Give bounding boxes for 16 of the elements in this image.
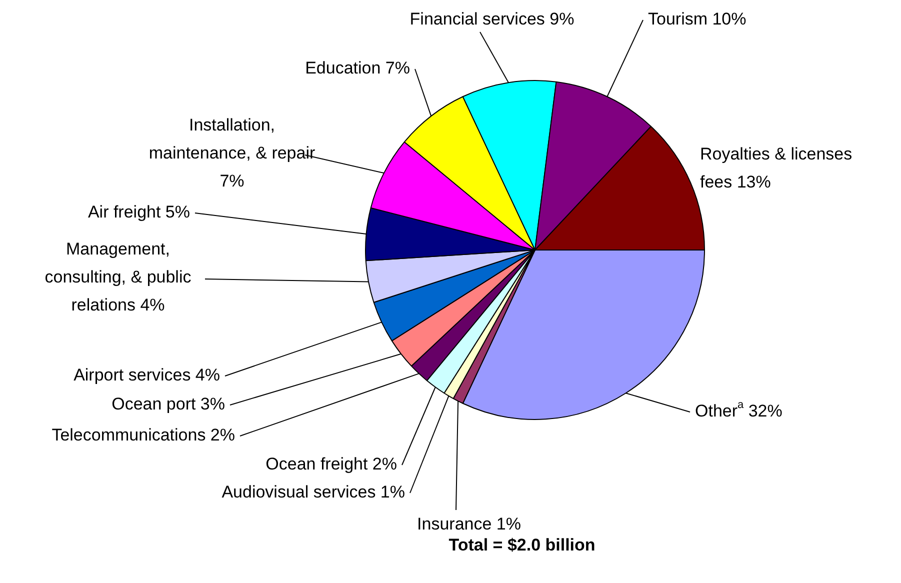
slice-label: Management, consulting, & public relations 4% bbox=[44, 240, 192, 315]
slice-label: Air freight 5% bbox=[88, 202, 190, 222]
slice-label: Airport services 4% bbox=[74, 366, 220, 385]
data-label: 32% bbox=[744, 402, 782, 421]
slice-label: Royalties & licenses fees 13% bbox=[700, 144, 852, 192]
slice-label: Education 7% bbox=[305, 58, 410, 78]
slice-label: Ocean port 3% bbox=[112, 394, 226, 414]
slice-label: Ocean freight 2% bbox=[266, 454, 398, 474]
slice-label: Telecommunications 2% bbox=[52, 426, 236, 445]
slice-label: Installation, maintenance, & repair bbox=[148, 116, 316, 163]
text: Total = $2.0 billion bbox=[448, 536, 596, 555]
data-label: 7% bbox=[220, 172, 244, 191]
slice-label: Insurance 1% bbox=[417, 514, 521, 534]
slice-label: Tourism 10% bbox=[648, 10, 746, 29]
slice-label: Audiovisual services 1% bbox=[222, 482, 406, 502]
slice-label: Financial services 9% bbox=[410, 10, 574, 29]
